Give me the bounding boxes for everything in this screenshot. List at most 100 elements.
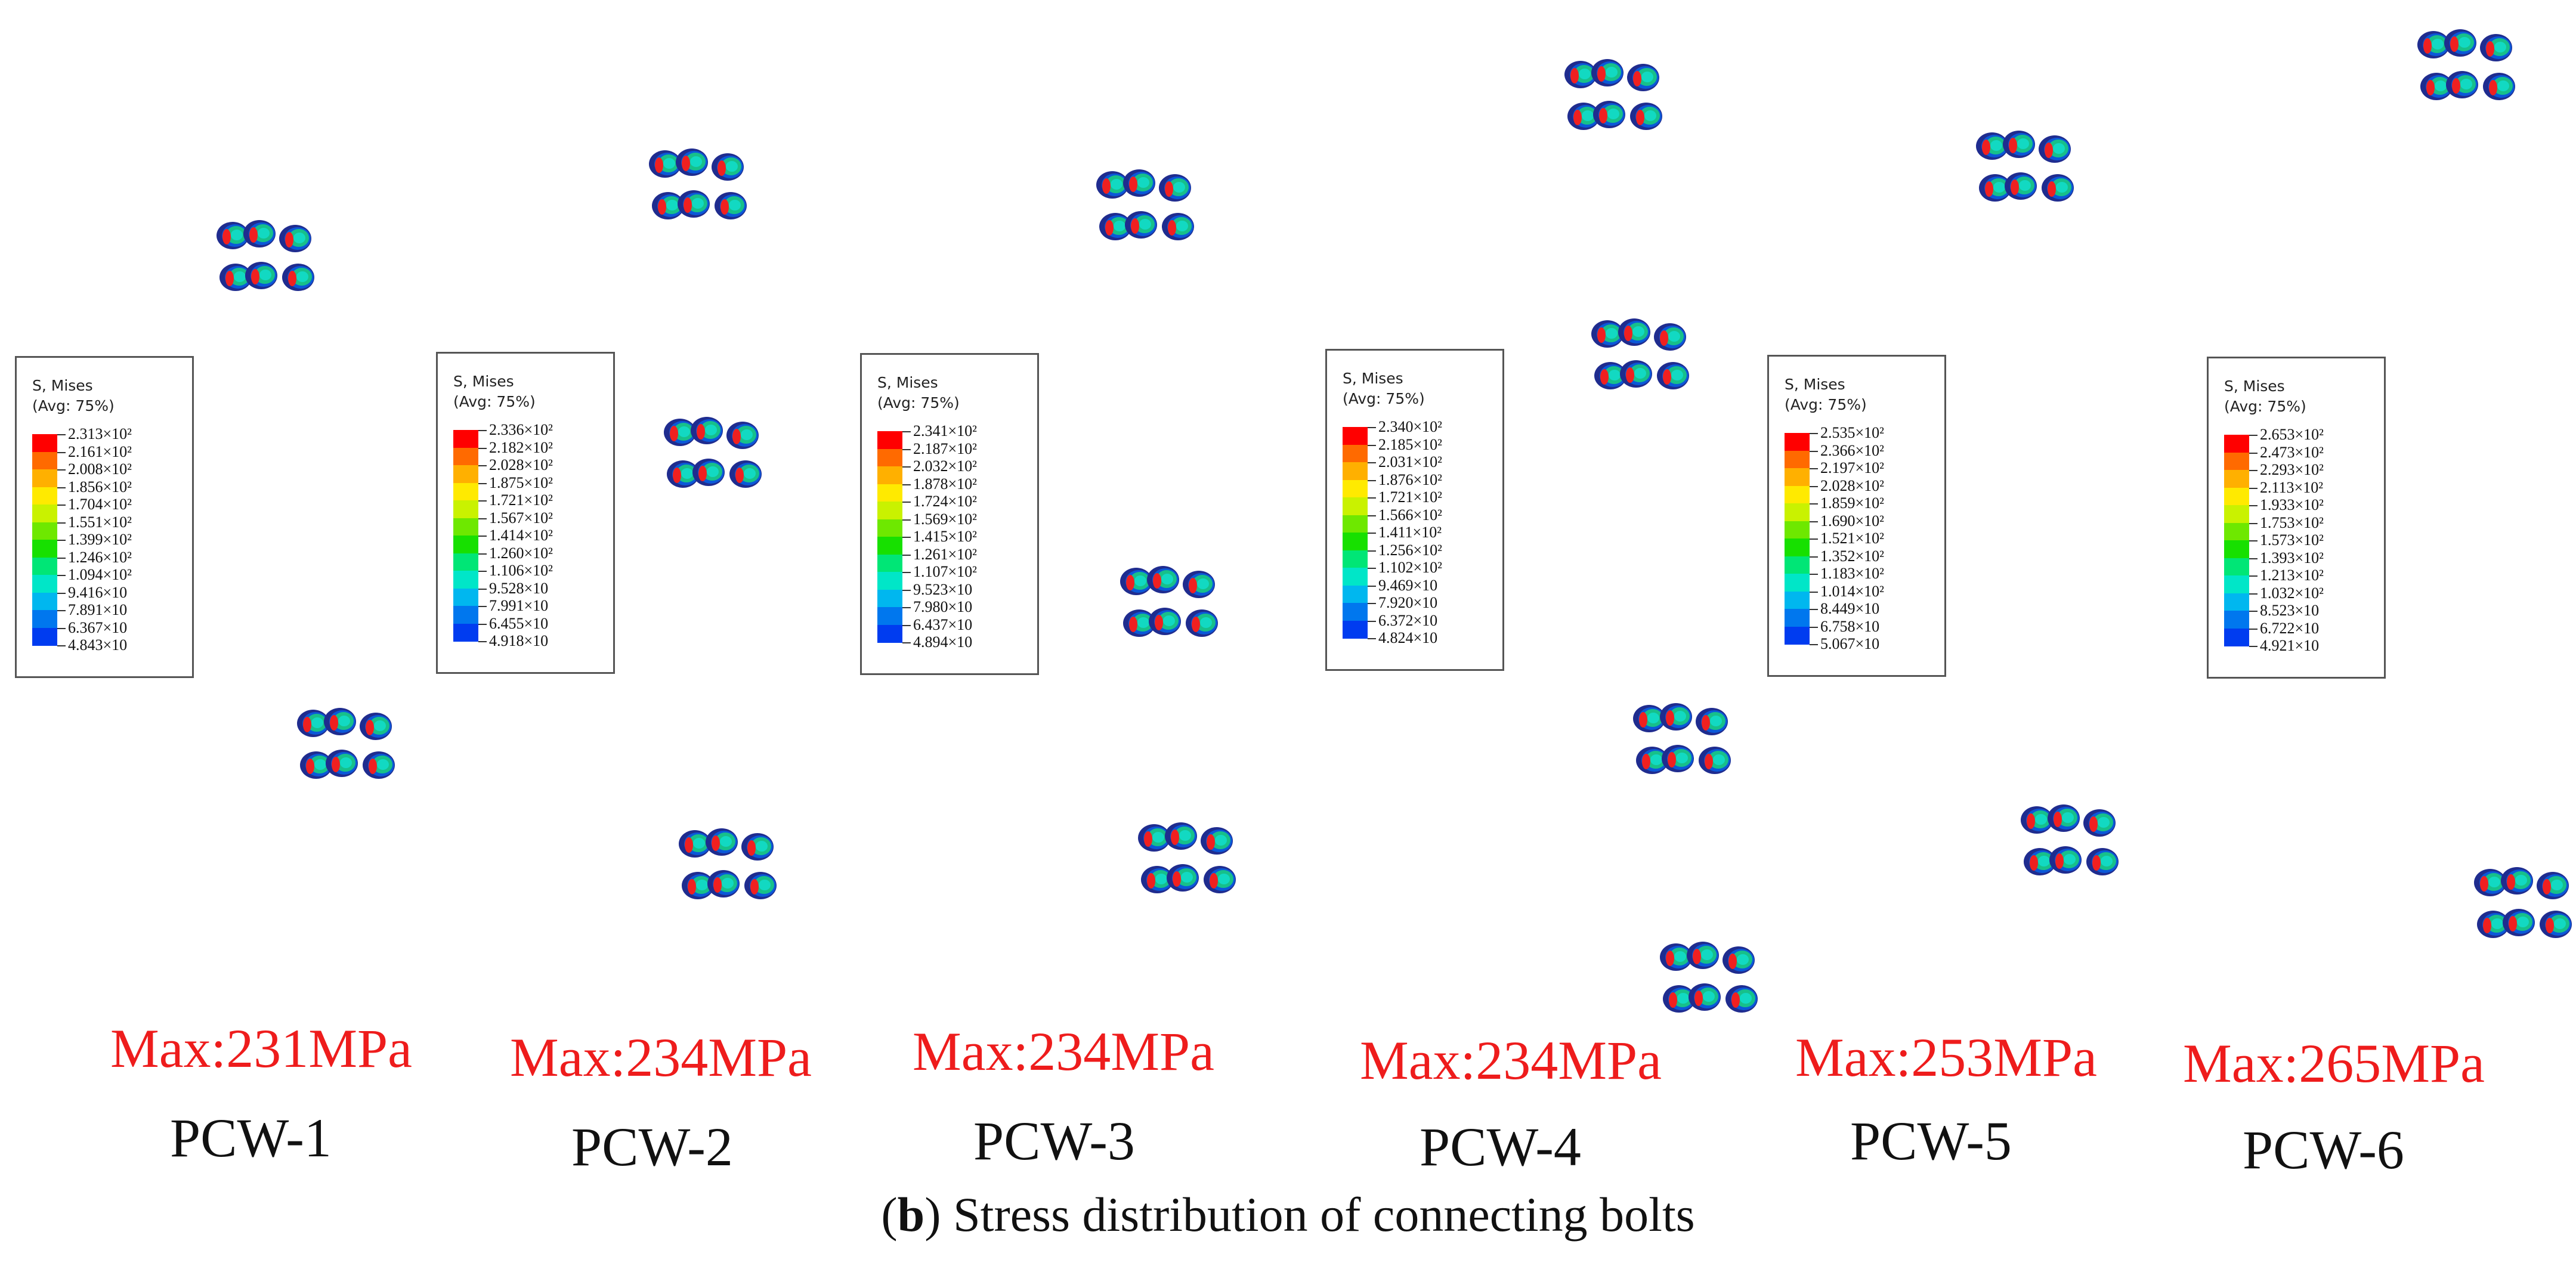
legend-value: 4.824×10 — [1378, 629, 1438, 646]
legend-color-swatch — [877, 484, 902, 502]
bolt-group — [1096, 169, 1194, 240]
legend-color-swatch — [453, 588, 478, 606]
max-stress-pcw-3: Max:234MPa — [913, 1021, 1214, 1082]
figure-caption: (b) Stress distribution of connecting bo… — [0, 1187, 2576, 1243]
legend-title: S, Mises — [1785, 376, 1845, 393]
legend-color-swatch — [877, 589, 902, 608]
legend-tick — [902, 589, 911, 591]
legend-tick — [2249, 540, 2258, 541]
max-stress-pcw-2: Max:234MPa — [510, 1027, 812, 1088]
legend-color-swatch — [1343, 568, 1368, 586]
legend-tick — [478, 606, 487, 607]
legend-color-swatch — [877, 554, 902, 572]
legend-value: 1.352×10² — [1820, 547, 1884, 565]
legend-value: 1.690×10² — [1820, 512, 1884, 530]
legend-tick — [57, 434, 66, 435]
legend-value: 1.933×10² — [2260, 496, 2324, 513]
legend-color-swatch — [32, 627, 57, 646]
legend-color-swatch — [877, 537, 902, 555]
legend-value: 1.246×10² — [68, 548, 132, 566]
legend-color-swatch — [32, 487, 57, 505]
legend-color-swatch — [1785, 450, 1810, 469]
bolt-group — [1591, 318, 1689, 389]
legend-tick — [1810, 609, 1818, 610]
legend-tick — [2249, 593, 2258, 595]
legend-tick — [2249, 611, 2258, 612]
legend-tick — [2249, 646, 2258, 647]
legend-value: 2.653×10² — [2260, 426, 2324, 443]
legend-value: 4.921×10 — [2260, 637, 2320, 654]
legend-pcw-4: S, Mises (Avg: 75%) 2.340×10² 2.185×10² 2.03… — [1325, 349, 1504, 671]
bolt-group — [217, 220, 314, 291]
legend-color-swatch — [1343, 462, 1368, 481]
legend-tick — [1810, 503, 1818, 505]
legend-tick — [2249, 522, 2258, 524]
legend-tick — [1810, 538, 1818, 540]
legend-title: S, Mises — [2224, 377, 2285, 395]
legend-tick — [902, 431, 911, 432]
legend-value: 6.722×10 — [2260, 619, 2320, 637]
legend-tick — [1810, 468, 1818, 469]
legend-value: 1.875×10² — [489, 473, 553, 491]
legend-tick — [1368, 479, 1376, 481]
legend-value: 1.753×10² — [2260, 513, 2324, 531]
bolt-group — [1564, 59, 1662, 130]
legend-value: 1.032×10² — [2260, 584, 2324, 602]
legend-color-swatch — [2224, 540, 2249, 559]
legend-subtitle: (Avg: 75%) — [1785, 396, 1867, 413]
legend-color-swatch — [1785, 433, 1810, 451]
legend-color-swatch — [453, 482, 478, 501]
legend-tick — [1810, 591, 1818, 593]
legend-color-swatch — [1343, 533, 1368, 551]
legend-tick — [2249, 505, 2258, 506]
legend-value: 1.102×10² — [1378, 559, 1442, 576]
legend-tick — [1810, 450, 1818, 452]
legend-color-swatch — [453, 571, 478, 589]
legend-value: 2.535×10² — [1820, 424, 1884, 441]
legend-value: 6.437×10 — [913, 615, 973, 633]
legend-value: 2.341×10² — [913, 422, 977, 440]
legend-tick — [902, 519, 911, 521]
legend-value: 9.523×10 — [913, 580, 973, 598]
legend-tick — [2249, 435, 2258, 436]
bolt-group — [2474, 867, 2572, 938]
legend-tick — [1810, 433, 1818, 434]
specimen-label-pcw-5: PCW-5 — [1850, 1110, 2012, 1171]
legend-tick — [2249, 558, 2258, 559]
legend-tick — [1368, 568, 1376, 569]
legend-color-swatch — [2224, 558, 2249, 576]
max-stress-pcw-1: Max:231MPa — [110, 1018, 412, 1079]
legend-value: 1.573×10² — [2260, 531, 2324, 549]
legend-color-swatch — [1343, 444, 1368, 463]
legend-pcw-6: S, Mises (Avg: 75%) 2.653×10² 2.473×10² 2.29… — [2207, 357, 2386, 679]
legend-subtitle: (Avg: 75%) — [1343, 390, 1425, 407]
legend-tick — [902, 466, 911, 468]
legend-pcw-2: S, Mises (Avg: 75%) 2.336×10² 2.182×10² 2.02… — [436, 352, 615, 674]
legend-color-swatch — [2224, 628, 2249, 646]
legend-value: 4.894×10 — [913, 633, 973, 651]
legend-tick — [1368, 497, 1376, 499]
legend-color-swatch — [32, 469, 57, 488]
legend-color-swatch — [1785, 485, 1810, 504]
legend-tick — [57, 469, 66, 471]
legend-color-swatch — [2224, 522, 2249, 541]
legend-value: 1.183×10² — [1820, 565, 1884, 582]
legend-value: 2.028×10² — [489, 456, 553, 473]
legend-tick — [1810, 644, 1818, 645]
legend-color-swatch — [877, 624, 902, 643]
legend-color-swatch — [453, 606, 478, 624]
legend-value: 9.528×10 — [489, 579, 549, 597]
legend-value: 5.067×10 — [1820, 635, 1880, 652]
legend-value: 2.113×10² — [2260, 478, 2323, 496]
legend-tick — [1810, 626, 1818, 628]
legend-color-swatch — [1785, 503, 1810, 522]
legend-tick — [1368, 638, 1376, 639]
legend-color-swatch — [1343, 479, 1368, 498]
legend-color-swatch — [1343, 515, 1368, 533]
legend-value: 2.313×10² — [68, 425, 132, 442]
legend-color-swatch — [453, 518, 478, 536]
legend-color-swatch — [1785, 591, 1810, 609]
legend-value: 1.014×10² — [1820, 582, 1884, 600]
legend-value: 1.399×10² — [68, 531, 132, 548]
legend-tick — [1810, 521, 1818, 522]
